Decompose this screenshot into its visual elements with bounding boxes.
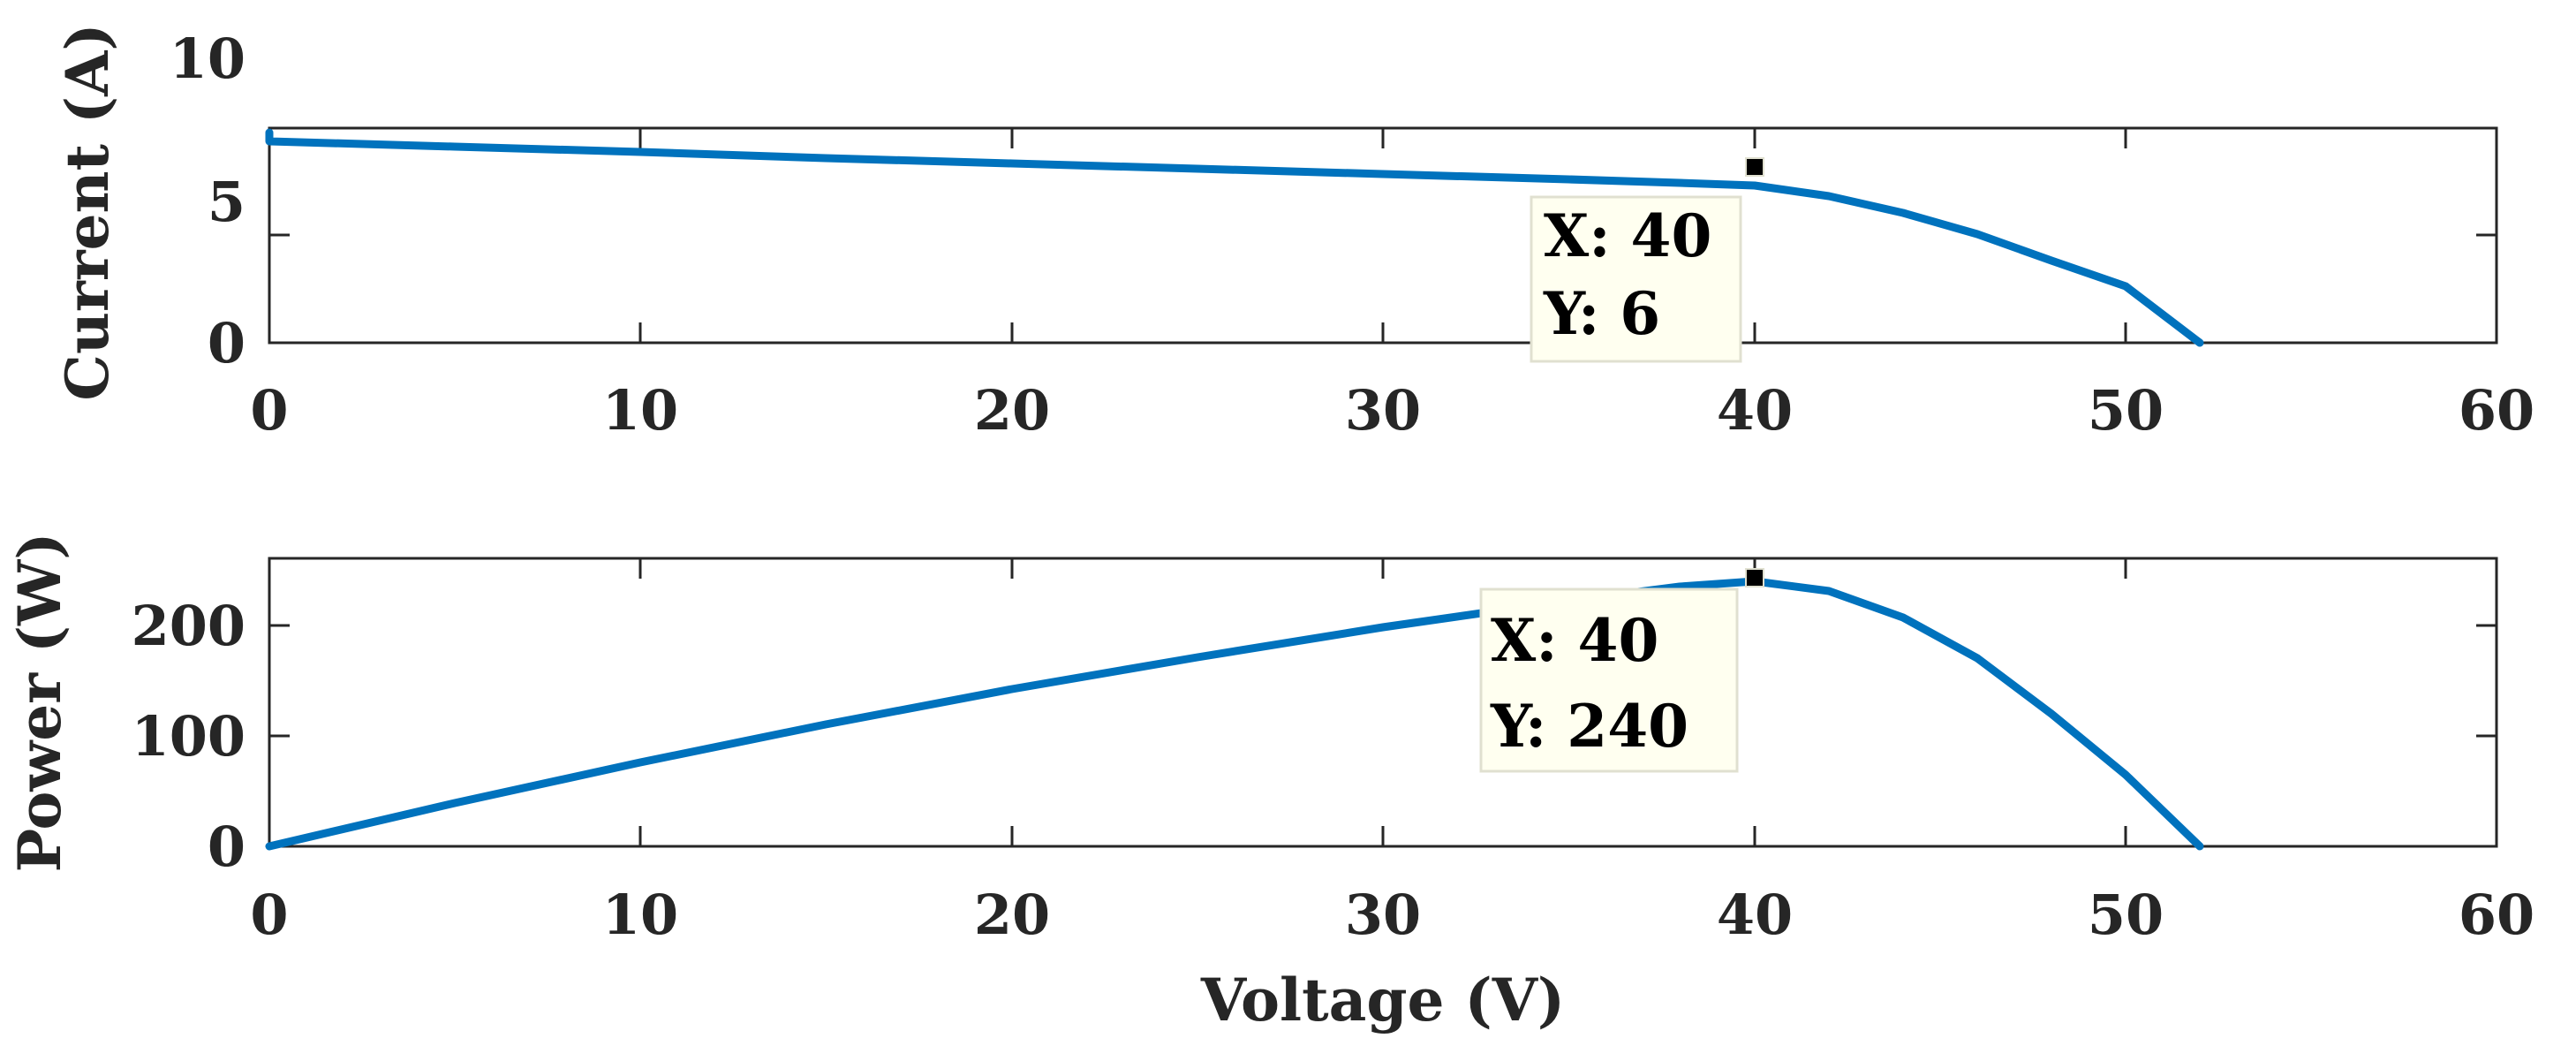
svg-text:0: 0 xyxy=(208,311,246,375)
power-ytick-labels: 0 100 200 xyxy=(132,594,246,879)
svg-text:10: 10 xyxy=(602,378,678,443)
svg-text:5: 5 xyxy=(208,170,246,234)
current-ytick-labels: 0 5 10 xyxy=(170,27,246,375)
svg-text:200: 200 xyxy=(132,594,246,658)
svg-text:40: 40 xyxy=(1717,378,1793,443)
datatip-box xyxy=(1530,195,1742,363)
datatip-x-label: X: 40 xyxy=(1544,201,1711,270)
power-plot-area xyxy=(268,557,2498,848)
voltage-xlabel: Voltage (V) xyxy=(1200,966,1565,1034)
svg-text:50: 50 xyxy=(2088,378,2164,443)
current-ylabel: Current (A) xyxy=(53,23,122,400)
power-axes: X: 40 Y: 240 0 10 20 30 40 50 60 0 100 2… xyxy=(5,532,2534,1034)
power-ticks xyxy=(269,558,2497,846)
svg-text:50: 50 xyxy=(2088,883,2164,947)
svg-text:20: 20 xyxy=(974,883,1050,947)
current-datatip[interactable]: X: 40 Y: 6 xyxy=(1530,157,1764,363)
svg-text:10: 10 xyxy=(170,27,246,91)
datatip-x-label: X: 40 xyxy=(1491,606,1658,675)
svg-text:30: 30 xyxy=(1345,883,1421,947)
svg-text:0: 0 xyxy=(208,815,246,879)
svg-text:60: 60 xyxy=(2459,883,2534,947)
svg-text:30: 30 xyxy=(1345,378,1421,443)
svg-text:60: 60 xyxy=(2459,378,2534,443)
current-xtick-labels: 0 10 20 30 40 50 60 xyxy=(250,378,2534,443)
svg-text:10: 10 xyxy=(602,883,678,947)
datatip-box xyxy=(1479,587,1739,773)
current-ticks xyxy=(269,128,2497,343)
power-xtick-labels: 0 10 20 30 40 50 60 xyxy=(250,883,2534,947)
iv-curve-line xyxy=(265,128,2204,347)
power-ylabel: Power (W) xyxy=(5,532,74,872)
svg-text:0: 0 xyxy=(250,883,288,947)
datatip-marker[interactable] xyxy=(1745,157,1764,177)
datatip-marker[interactable] xyxy=(1745,568,1764,587)
svg-text:0: 0 xyxy=(250,378,288,443)
power-datatip[interactable]: X: 40 Y: 240 xyxy=(1479,568,1764,773)
svg-text:40: 40 xyxy=(1717,883,1793,947)
current-axes: X: 40 Y: 6 0 10 20 30 40 50 60 0 5 10 Cu… xyxy=(53,23,2534,443)
current-plot-area xyxy=(268,126,2498,345)
svg-text:20: 20 xyxy=(974,378,1050,443)
datatip-y-label: Y: 6 xyxy=(1543,279,1660,348)
svg-text:100: 100 xyxy=(132,704,246,769)
datatip-y-label: Y: 240 xyxy=(1490,692,1688,761)
